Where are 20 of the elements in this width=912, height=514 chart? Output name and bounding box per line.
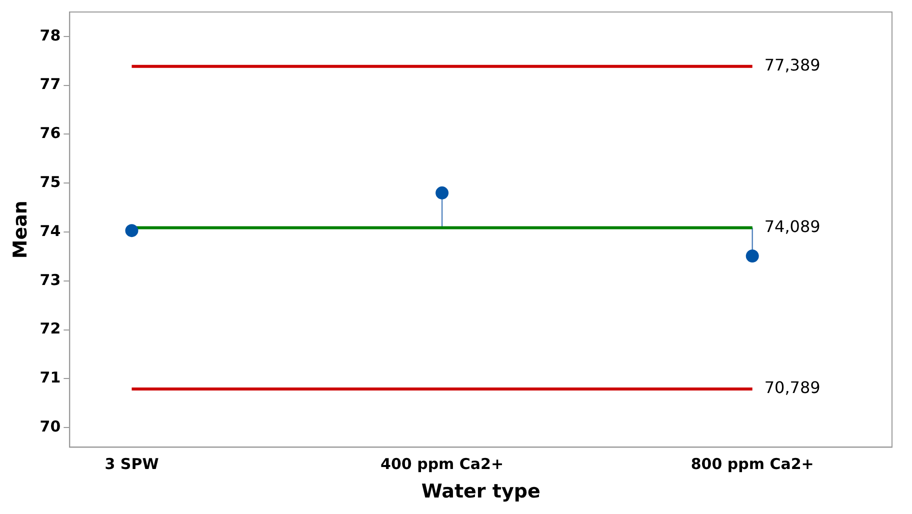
point [436,186,449,200]
x-tick-label: 3 SPW [104,455,160,474]
y-tick-label: 73 [40,270,61,289]
ref-line-label: 77,389 [764,55,820,74]
ref-line-label: 70,789 [764,378,820,398]
x-tick-label: 800 ppm Ca2+ [690,455,814,474]
y-tick-label: 71 [40,368,61,387]
point [125,224,138,238]
y-tick-label: 72 [40,320,61,338]
y-tick-label: 78 [40,26,61,44]
y-tick-label: 70 [40,418,61,436]
x-axis-title: Water type [421,480,540,503]
y-tick-label: 74 [40,222,61,240]
y-tick-label: 75 [40,173,61,192]
point [746,250,759,263]
ref-line-label: 74,089 [764,216,820,236]
y-axis-title: Mean [9,200,32,259]
y-tick-label: 77 [40,75,61,94]
x-tick-label: 400 ppm Ca2+ [380,455,504,474]
y-tick-label: 76 [40,124,61,142]
